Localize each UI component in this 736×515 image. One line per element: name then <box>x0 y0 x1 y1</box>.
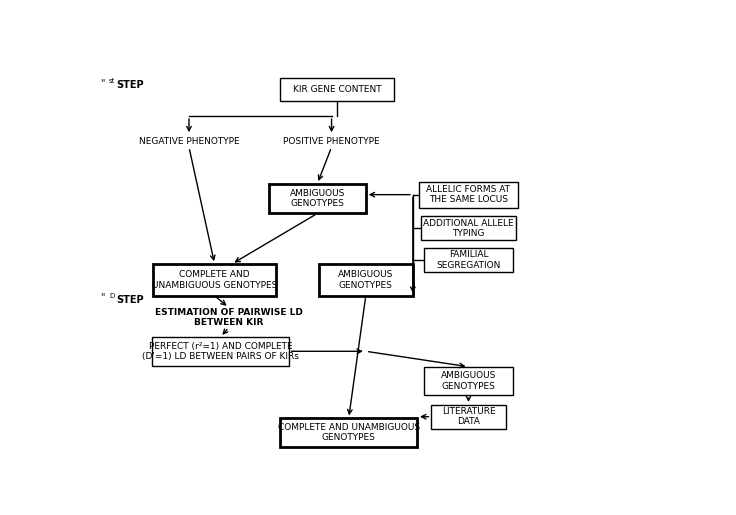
Text: ESTIMATION OF PAIRWISE LD
BETWEEN KIR: ESTIMATION OF PAIRWISE LD BETWEEN KIR <box>155 308 302 327</box>
Text: AMBIGUOUS
GENOTYPES: AMBIGUOUS GENOTYPES <box>290 189 345 208</box>
Text: NEGATIVE PHENOTYPE: NEGATIVE PHENOTYPE <box>138 136 239 146</box>
FancyBboxPatch shape <box>419 182 518 208</box>
FancyBboxPatch shape <box>153 264 276 296</box>
FancyBboxPatch shape <box>422 216 515 240</box>
FancyBboxPatch shape <box>152 337 289 366</box>
Text: D: D <box>109 293 114 299</box>
FancyBboxPatch shape <box>280 418 417 447</box>
Text: AMBIGUOUS
GENOTYPES: AMBIGUOUS GENOTYPES <box>338 270 394 289</box>
FancyBboxPatch shape <box>424 367 513 396</box>
FancyBboxPatch shape <box>269 184 366 214</box>
Text: LITERATURE
DATA: LITERATURE DATA <box>442 407 495 426</box>
Text: ADDITIONAL ALLELE
TYPING: ADDITIONAL ALLELE TYPING <box>423 219 514 238</box>
Text: ": " <box>101 78 105 88</box>
FancyBboxPatch shape <box>280 78 394 101</box>
Text: KIR GENE CONTENT: KIR GENE CONTENT <box>293 85 381 94</box>
Text: ALLELIC FORMS AT
THE SAME LOCUS: ALLELIC FORMS AT THE SAME LOCUS <box>426 185 511 204</box>
Text: STEP: STEP <box>116 80 144 90</box>
FancyBboxPatch shape <box>319 264 413 296</box>
FancyBboxPatch shape <box>431 405 506 428</box>
Text: POSITIVE PHENOTYPE: POSITIVE PHENOTYPE <box>283 136 380 146</box>
Text: ": " <box>101 293 105 303</box>
FancyBboxPatch shape <box>424 248 513 272</box>
Text: FAMILIAL
SEGREGATION: FAMILIAL SEGREGATION <box>436 250 500 270</box>
Text: st: st <box>109 78 116 83</box>
Text: COMPLETE AND UNAMBIGUOUS
GENOTYPES: COMPLETE AND UNAMBIGUOUS GENOTYPES <box>277 423 420 442</box>
Text: AMBIGUOUS
GENOTYPES: AMBIGUOUS GENOTYPES <box>441 371 496 391</box>
Text: COMPLETE AND
UNAMBIGUOUS GENOTYPES: COMPLETE AND UNAMBIGUOUS GENOTYPES <box>152 270 277 289</box>
Text: STEP: STEP <box>116 295 144 304</box>
Text: PERFECT (r²=1) AND COMPLETE
(D'=1) LD BETWEEN PAIRS OF KIRs: PERFECT (r²=1) AND COMPLETE (D'=1) LD BE… <box>142 341 299 361</box>
